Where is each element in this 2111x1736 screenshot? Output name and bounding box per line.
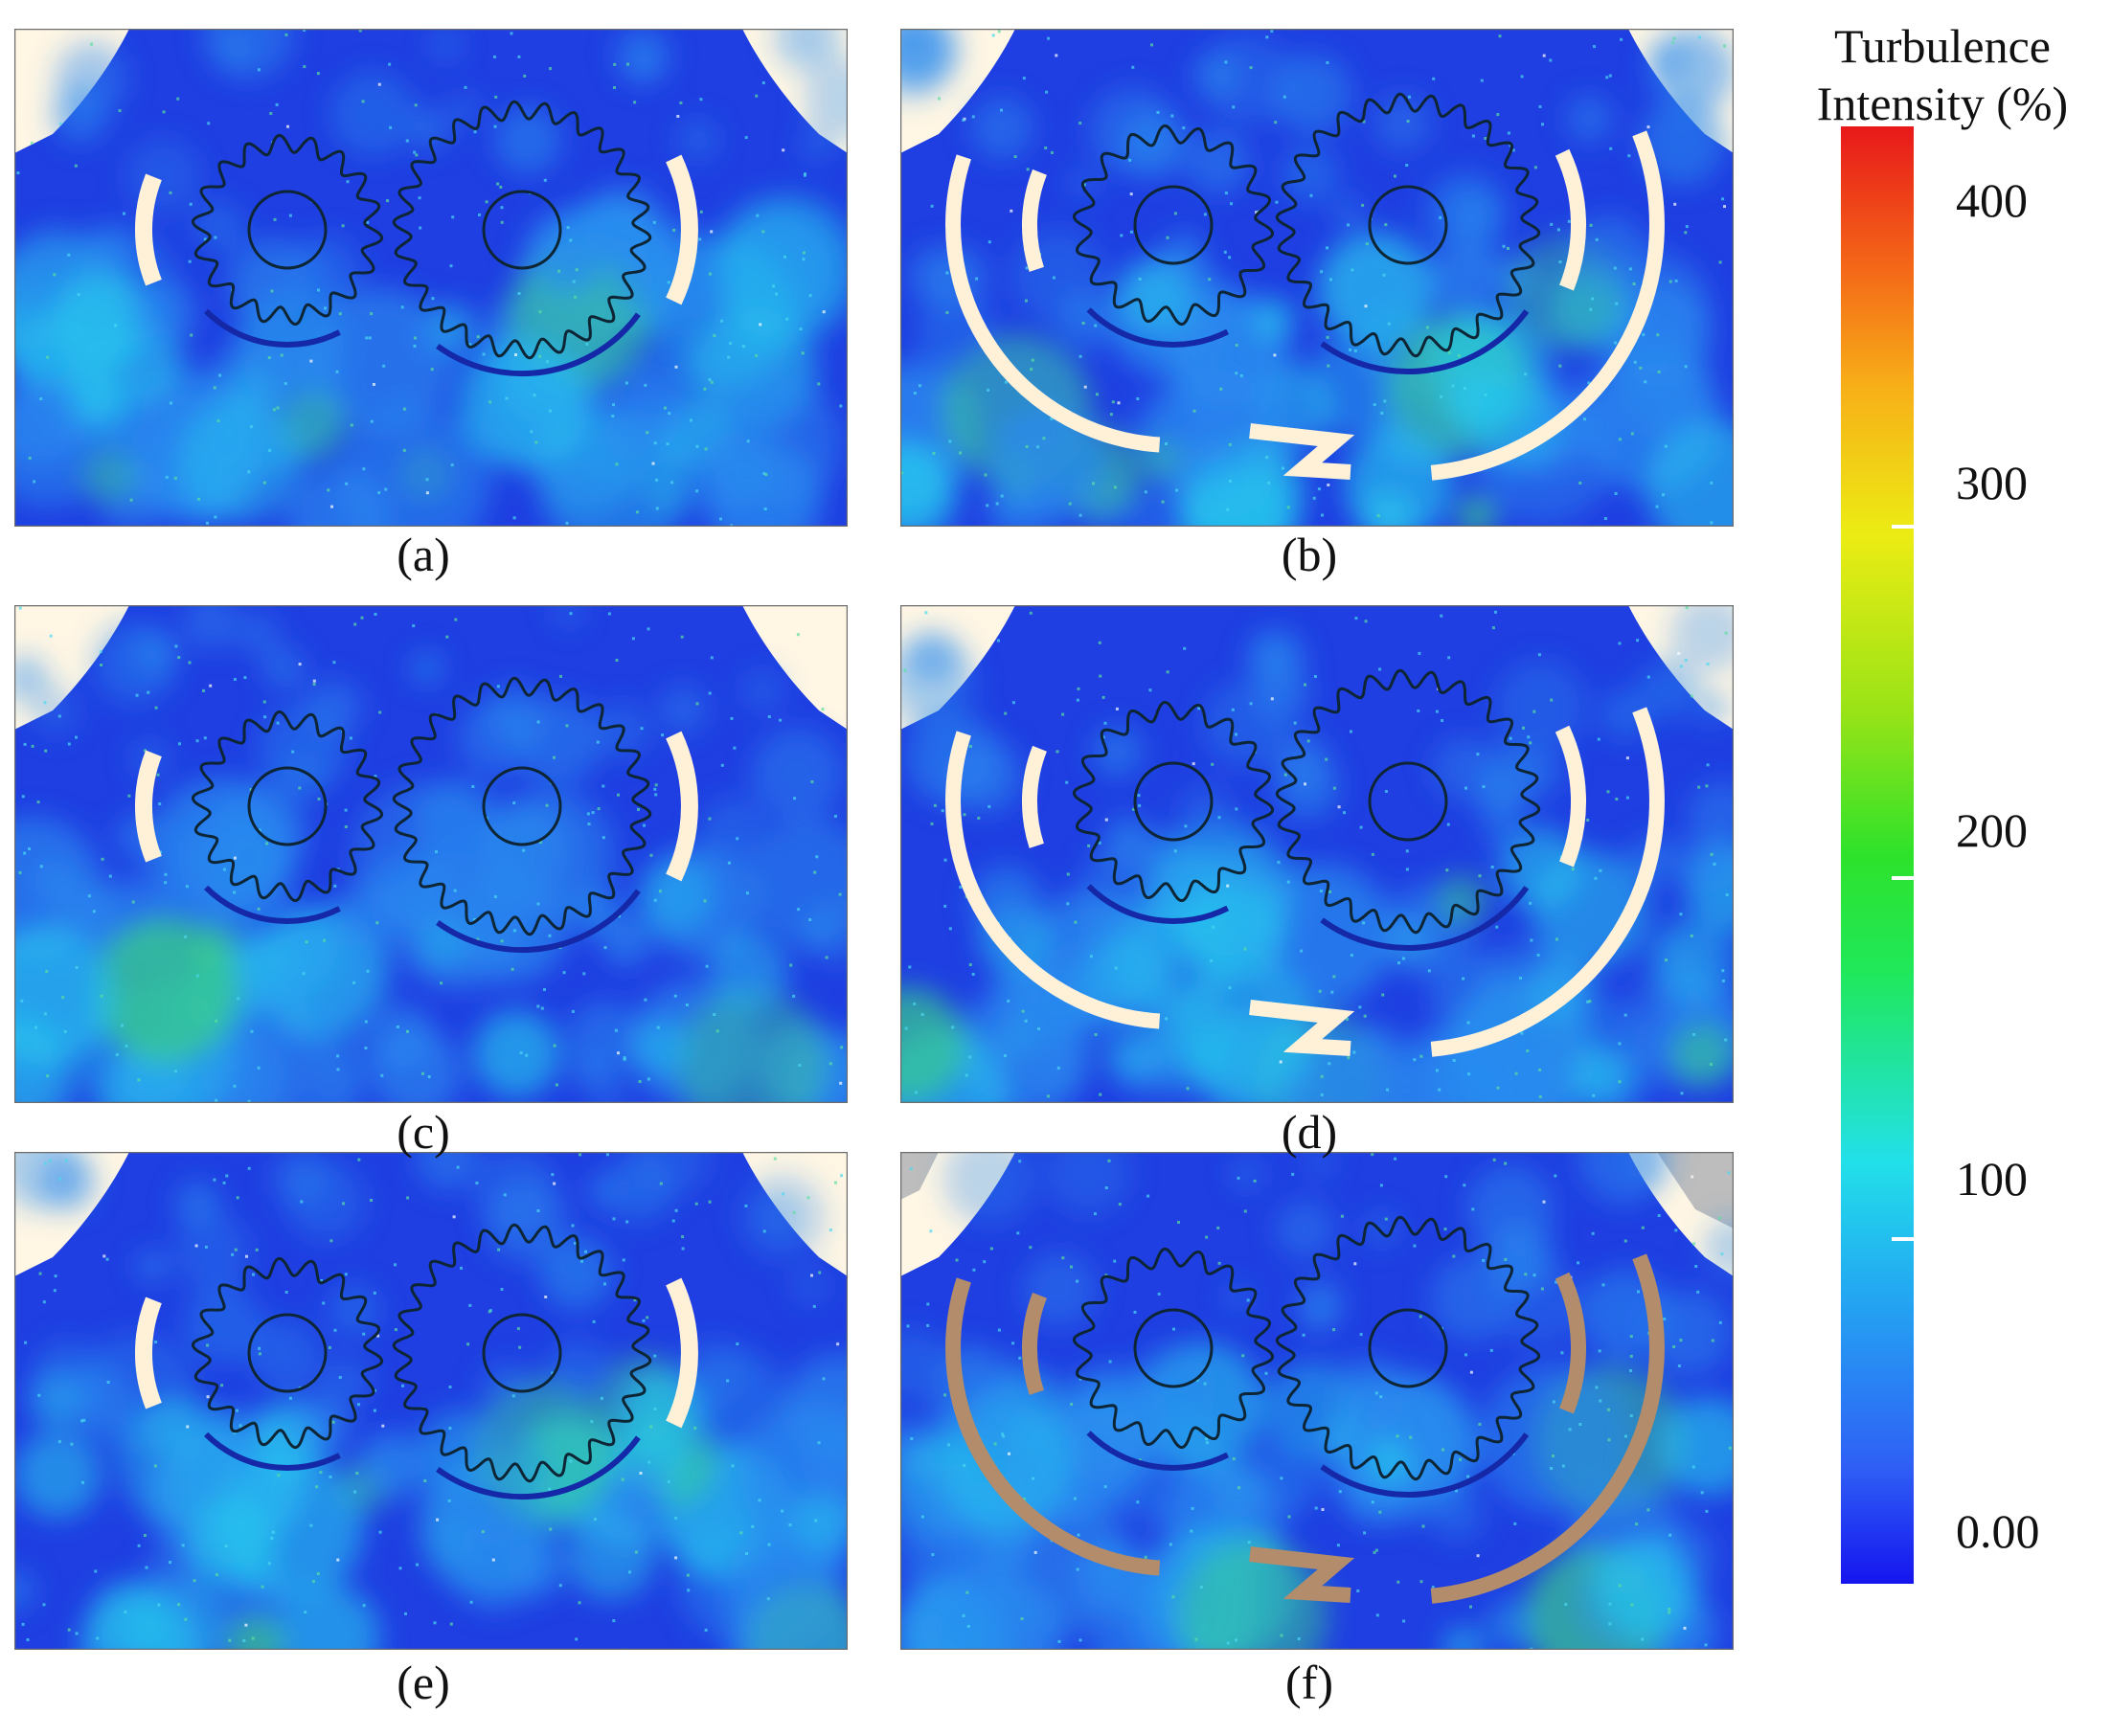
gears bbox=[191, 1223, 652, 1483]
large-gear-shaft bbox=[482, 190, 562, 270]
colorbar-tick-label: 300 bbox=[1956, 456, 2028, 509]
panel-frame bbox=[14, 29, 848, 527]
turbulence-speckle bbox=[16, 29, 843, 527]
gears bbox=[191, 676, 652, 936]
panel-c bbox=[14, 605, 848, 1103]
panel-frame bbox=[900, 29, 1734, 527]
turbulence-texture bbox=[14, 605, 848, 1103]
gear-pump-field-3 bbox=[900, 605, 1734, 1103]
gear-pump-field-2 bbox=[14, 605, 848, 1103]
colorbar-tick-mark bbox=[1892, 1237, 1916, 1241]
panel-caption: (b) bbox=[1281, 528, 1338, 581]
small-gear bbox=[191, 1256, 384, 1450]
colorbar-tick-label: 0.00 bbox=[1956, 1504, 2040, 1558]
small-gear-shaft bbox=[247, 190, 328, 270]
casing-arcs bbox=[945, 1253, 1665, 1604]
small-gear bbox=[1072, 1247, 1275, 1450]
panel-caption: (f) bbox=[1285, 1656, 1333, 1709]
panel-caption: (d) bbox=[1281, 1105, 1338, 1159]
small-gear-shaft bbox=[1133, 761, 1214, 842]
colorbar-title: Turbulence Intensity (%) bbox=[1780, 17, 2105, 132]
colorbar-tick-label: 200 bbox=[1956, 803, 2028, 857]
casing-arcs bbox=[945, 130, 1665, 481]
small-gear bbox=[191, 710, 384, 903]
large-gear-shaft bbox=[482, 766, 562, 846]
large-gear bbox=[392, 100, 652, 360]
small-gear-shaft bbox=[247, 766, 328, 846]
gear-pump-field-1 bbox=[900, 29, 1734, 527]
colorbar-title-line1: Turbulence bbox=[1834, 19, 2051, 73]
gears bbox=[1072, 1215, 1541, 1481]
casing-arcs bbox=[134, 154, 698, 305]
large-gear bbox=[1275, 668, 1541, 935]
casing-arcs bbox=[945, 707, 1665, 1057]
small-gear-shaft bbox=[1133, 185, 1214, 265]
turbulence-texture bbox=[900, 605, 1734, 1103]
turbulence-speckle bbox=[21, 1153, 844, 1650]
panel-frame bbox=[14, 605, 848, 1103]
casing-arcs bbox=[134, 1277, 698, 1429]
turbulence-speckle bbox=[900, 30, 1726, 527]
large-gear-shaft bbox=[1368, 1308, 1448, 1388]
panel-e bbox=[14, 1152, 848, 1650]
colorbar-tick-mark bbox=[1892, 876, 1916, 880]
small-gear bbox=[191, 133, 384, 327]
panel-a bbox=[14, 29, 848, 527]
small-gear bbox=[1072, 700, 1275, 903]
gear-pump-field-0 bbox=[14, 29, 848, 527]
panel-frame bbox=[900, 605, 1734, 1103]
large-gear-shaft bbox=[482, 1313, 562, 1393]
colorbar-title-line2: Intensity (%) bbox=[1816, 77, 2069, 130]
turbulence-texture bbox=[14, 1152, 848, 1650]
colorbar-tick-label: 400 bbox=[1956, 173, 2028, 227]
large-gear-shaft bbox=[1368, 185, 1448, 265]
small-gear bbox=[1072, 124, 1275, 327]
small-gear-shaft bbox=[247, 1313, 328, 1393]
colorbar-tick-mark bbox=[1892, 525, 1916, 529]
small-gear-shaft bbox=[1133, 1308, 1214, 1388]
colorbar-gradient bbox=[1841, 126, 1914, 1584]
turbulence-texture bbox=[900, 1152, 1734, 1650]
panel-caption: (c) bbox=[397, 1105, 450, 1159]
gears bbox=[1072, 92, 1541, 358]
large-gear bbox=[392, 676, 652, 936]
gears bbox=[191, 100, 652, 360]
large-gear-shaft bbox=[1368, 761, 1448, 842]
panel-f bbox=[900, 1152, 1734, 1650]
gear-pump-field-4 bbox=[14, 1152, 848, 1650]
large-gear bbox=[392, 1223, 652, 1483]
panel-b bbox=[900, 29, 1734, 527]
turbulence-texture bbox=[14, 29, 848, 527]
large-gear bbox=[1275, 92, 1541, 358]
casing-arcs bbox=[134, 731, 698, 882]
colorbar-tick-label: 100 bbox=[1956, 1152, 2028, 1206]
panel-frame bbox=[14, 1152, 848, 1650]
panel-caption: (a) bbox=[397, 528, 450, 581]
panel-frame bbox=[900, 1152, 1734, 1650]
gear-pump-field-5 bbox=[900, 1152, 1734, 1650]
large-gear bbox=[1275, 1215, 1541, 1481]
gears bbox=[1072, 668, 1541, 935]
panel-caption: (e) bbox=[397, 1656, 450, 1709]
panel-d bbox=[900, 605, 1734, 1103]
